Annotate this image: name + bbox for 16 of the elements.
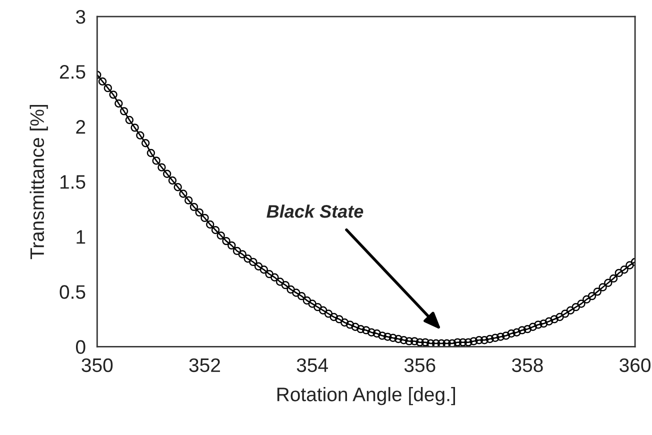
y-tick-label: 2.5 [60,65,86,79]
x-tick-label: 352 [189,358,220,372]
x-tick-label: 356 [404,358,436,372]
y-tick-label: 2 [76,120,86,134]
x-tick-label: 360 [620,358,651,372]
y-tick-label: 0 [76,340,86,354]
y-axis-title: Transmittance [%] [30,105,48,260]
x-axis-title: Rotation Angle [deg.] [277,387,455,406]
x-tick-label: 350 [82,358,113,372]
y-tick-label: 1 [76,230,86,244]
x-tick-label: 358 [512,358,543,372]
y-tick-label: 3 [76,10,86,24]
x-tick-label: 354 [296,358,328,372]
y-tick-label: 0.5 [60,285,86,299]
y-tick-label: 1.5 [60,175,86,189]
annotation: Black State [266,204,364,218]
